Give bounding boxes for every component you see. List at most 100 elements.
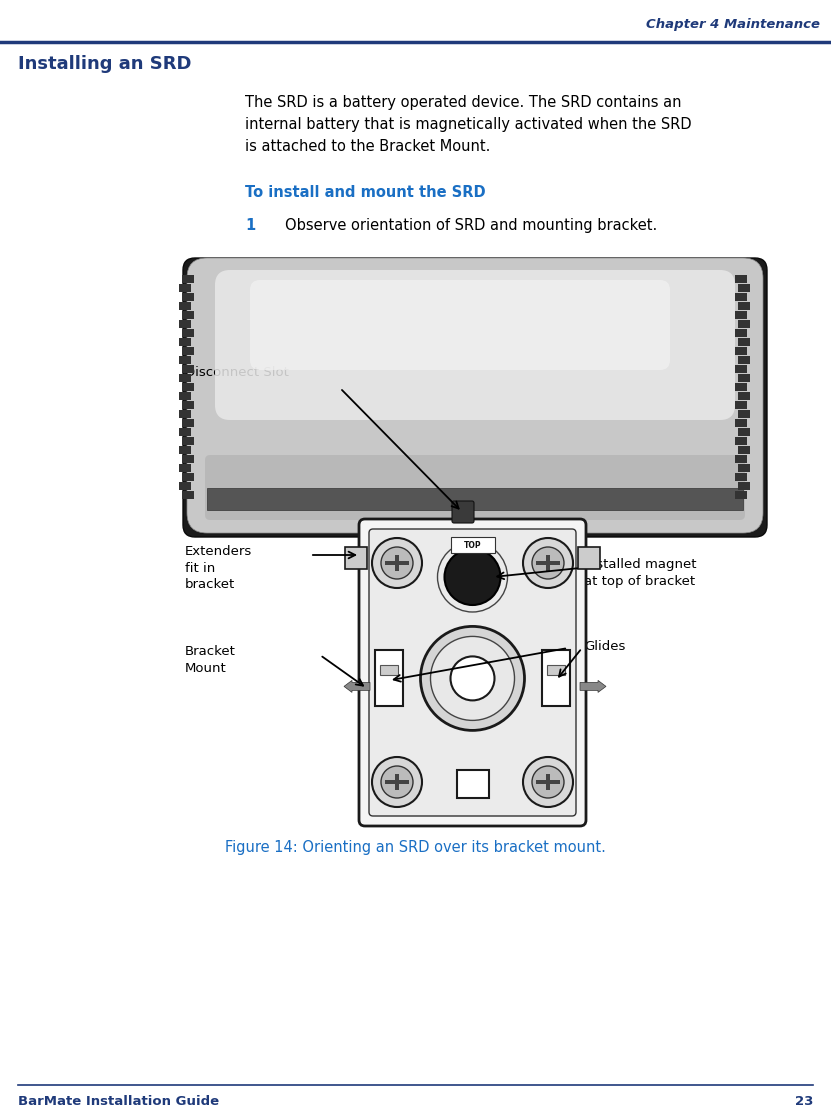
Bar	[182, 293, 194, 301]
Bar	[182, 491, 194, 499]
Bar	[395, 555, 399, 571]
Circle shape	[532, 766, 564, 798]
Bar	[450, 537, 494, 553]
FancyBboxPatch shape	[187, 258, 763, 533]
Bar	[738, 392, 750, 400]
Circle shape	[523, 757, 573, 807]
Bar	[738, 284, 750, 292]
Bar	[345, 547, 367, 569]
Bar	[735, 364, 747, 373]
Bar	[738, 428, 750, 436]
Bar	[735, 401, 747, 409]
Text: To install and mount the SRD: To install and mount the SRD	[245, 184, 485, 200]
Bar	[179, 284, 191, 292]
Circle shape	[430, 636, 514, 720]
Circle shape	[372, 538, 422, 588]
Bar	[179, 356, 191, 364]
FancyBboxPatch shape	[215, 271, 735, 420]
Bar	[735, 473, 747, 481]
Bar	[578, 547, 600, 569]
Text: Installing an SRD: Installing an SRD	[18, 55, 191, 73]
Bar	[738, 464, 750, 472]
Bar	[735, 329, 747, 337]
Circle shape	[445, 549, 500, 605]
Bar	[182, 311, 194, 319]
Bar	[536, 780, 560, 784]
Bar	[738, 410, 750, 418]
Text: 1: 1	[245, 218, 255, 233]
Bar	[179, 338, 191, 345]
Text: 23: 23	[794, 1095, 813, 1108]
Bar	[182, 419, 194, 427]
Bar	[735, 491, 747, 499]
Text: The SRD is a battery operated device. The SRD contains an
internal battery that : The SRD is a battery operated device. Th…	[245, 95, 691, 154]
Bar	[738, 338, 750, 345]
Bar	[375, 651, 403, 707]
Bar	[735, 455, 747, 463]
Bar	[179, 464, 191, 472]
Circle shape	[420, 626, 524, 730]
Text: Glides: Glides	[584, 639, 626, 653]
Bar	[182, 329, 194, 337]
FancyBboxPatch shape	[183, 258, 767, 537]
Circle shape	[372, 757, 422, 807]
Bar	[542, 651, 570, 707]
Text: Chapter 4 Maintenance: Chapter 4 Maintenance	[646, 18, 820, 31]
Circle shape	[450, 656, 494, 700]
Bar	[182, 473, 194, 481]
Bar	[182, 275, 194, 283]
Bar	[182, 364, 194, 373]
Text: BarMate Installation Guide: BarMate Installation Guide	[18, 1095, 219, 1108]
FancyArrow shape	[580, 681, 606, 692]
Bar	[179, 375, 191, 382]
Bar	[179, 428, 191, 436]
FancyArrow shape	[344, 681, 370, 692]
FancyBboxPatch shape	[359, 519, 586, 826]
Text: Bracket
Mount: Bracket Mount	[185, 645, 236, 674]
Bar	[546, 774, 550, 790]
Bar	[179, 410, 191, 418]
Text: Installed magnet
at top of bracket: Installed magnet at top of bracket	[584, 558, 696, 587]
Text: Observe orientation of SRD and mounting bracket.: Observe orientation of SRD and mounting …	[285, 218, 657, 233]
FancyBboxPatch shape	[205, 455, 745, 520]
Bar	[547, 665, 565, 675]
Bar	[182, 383, 194, 391]
Circle shape	[381, 547, 413, 579]
Bar	[738, 320, 750, 328]
Bar	[179, 482, 191, 490]
Bar	[536, 561, 560, 565]
Bar	[179, 446, 191, 454]
Bar	[452, 505, 468, 519]
Bar	[738, 375, 750, 382]
FancyBboxPatch shape	[452, 501, 474, 523]
Bar	[179, 302, 191, 310]
Bar	[735, 275, 747, 283]
Bar	[207, 487, 743, 510]
Bar	[182, 401, 194, 409]
Bar	[179, 320, 191, 328]
FancyBboxPatch shape	[250, 280, 670, 370]
Bar	[385, 561, 409, 565]
Bar	[182, 437, 194, 445]
Bar	[385, 780, 409, 784]
Bar	[735, 311, 747, 319]
Bar	[735, 437, 747, 445]
Bar	[735, 383, 747, 391]
FancyBboxPatch shape	[369, 529, 576, 816]
Text: TOP: TOP	[464, 540, 481, 550]
Bar	[735, 347, 747, 356]
Bar	[735, 293, 747, 301]
Circle shape	[523, 538, 573, 588]
Bar	[738, 446, 750, 454]
Bar	[456, 770, 489, 798]
Bar	[735, 419, 747, 427]
Text: Extenders
fit in
bracket: Extenders fit in bracket	[185, 544, 253, 591]
Text: Disconnect Slot: Disconnect Slot	[185, 366, 289, 379]
Bar	[395, 774, 399, 790]
Text: Figure 14: Orienting an SRD over its bracket mount.: Figure 14: Orienting an SRD over its bra…	[224, 840, 606, 855]
Bar	[738, 482, 750, 490]
Circle shape	[381, 766, 413, 798]
Bar	[546, 555, 550, 571]
Bar	[738, 302, 750, 310]
Circle shape	[532, 547, 564, 579]
